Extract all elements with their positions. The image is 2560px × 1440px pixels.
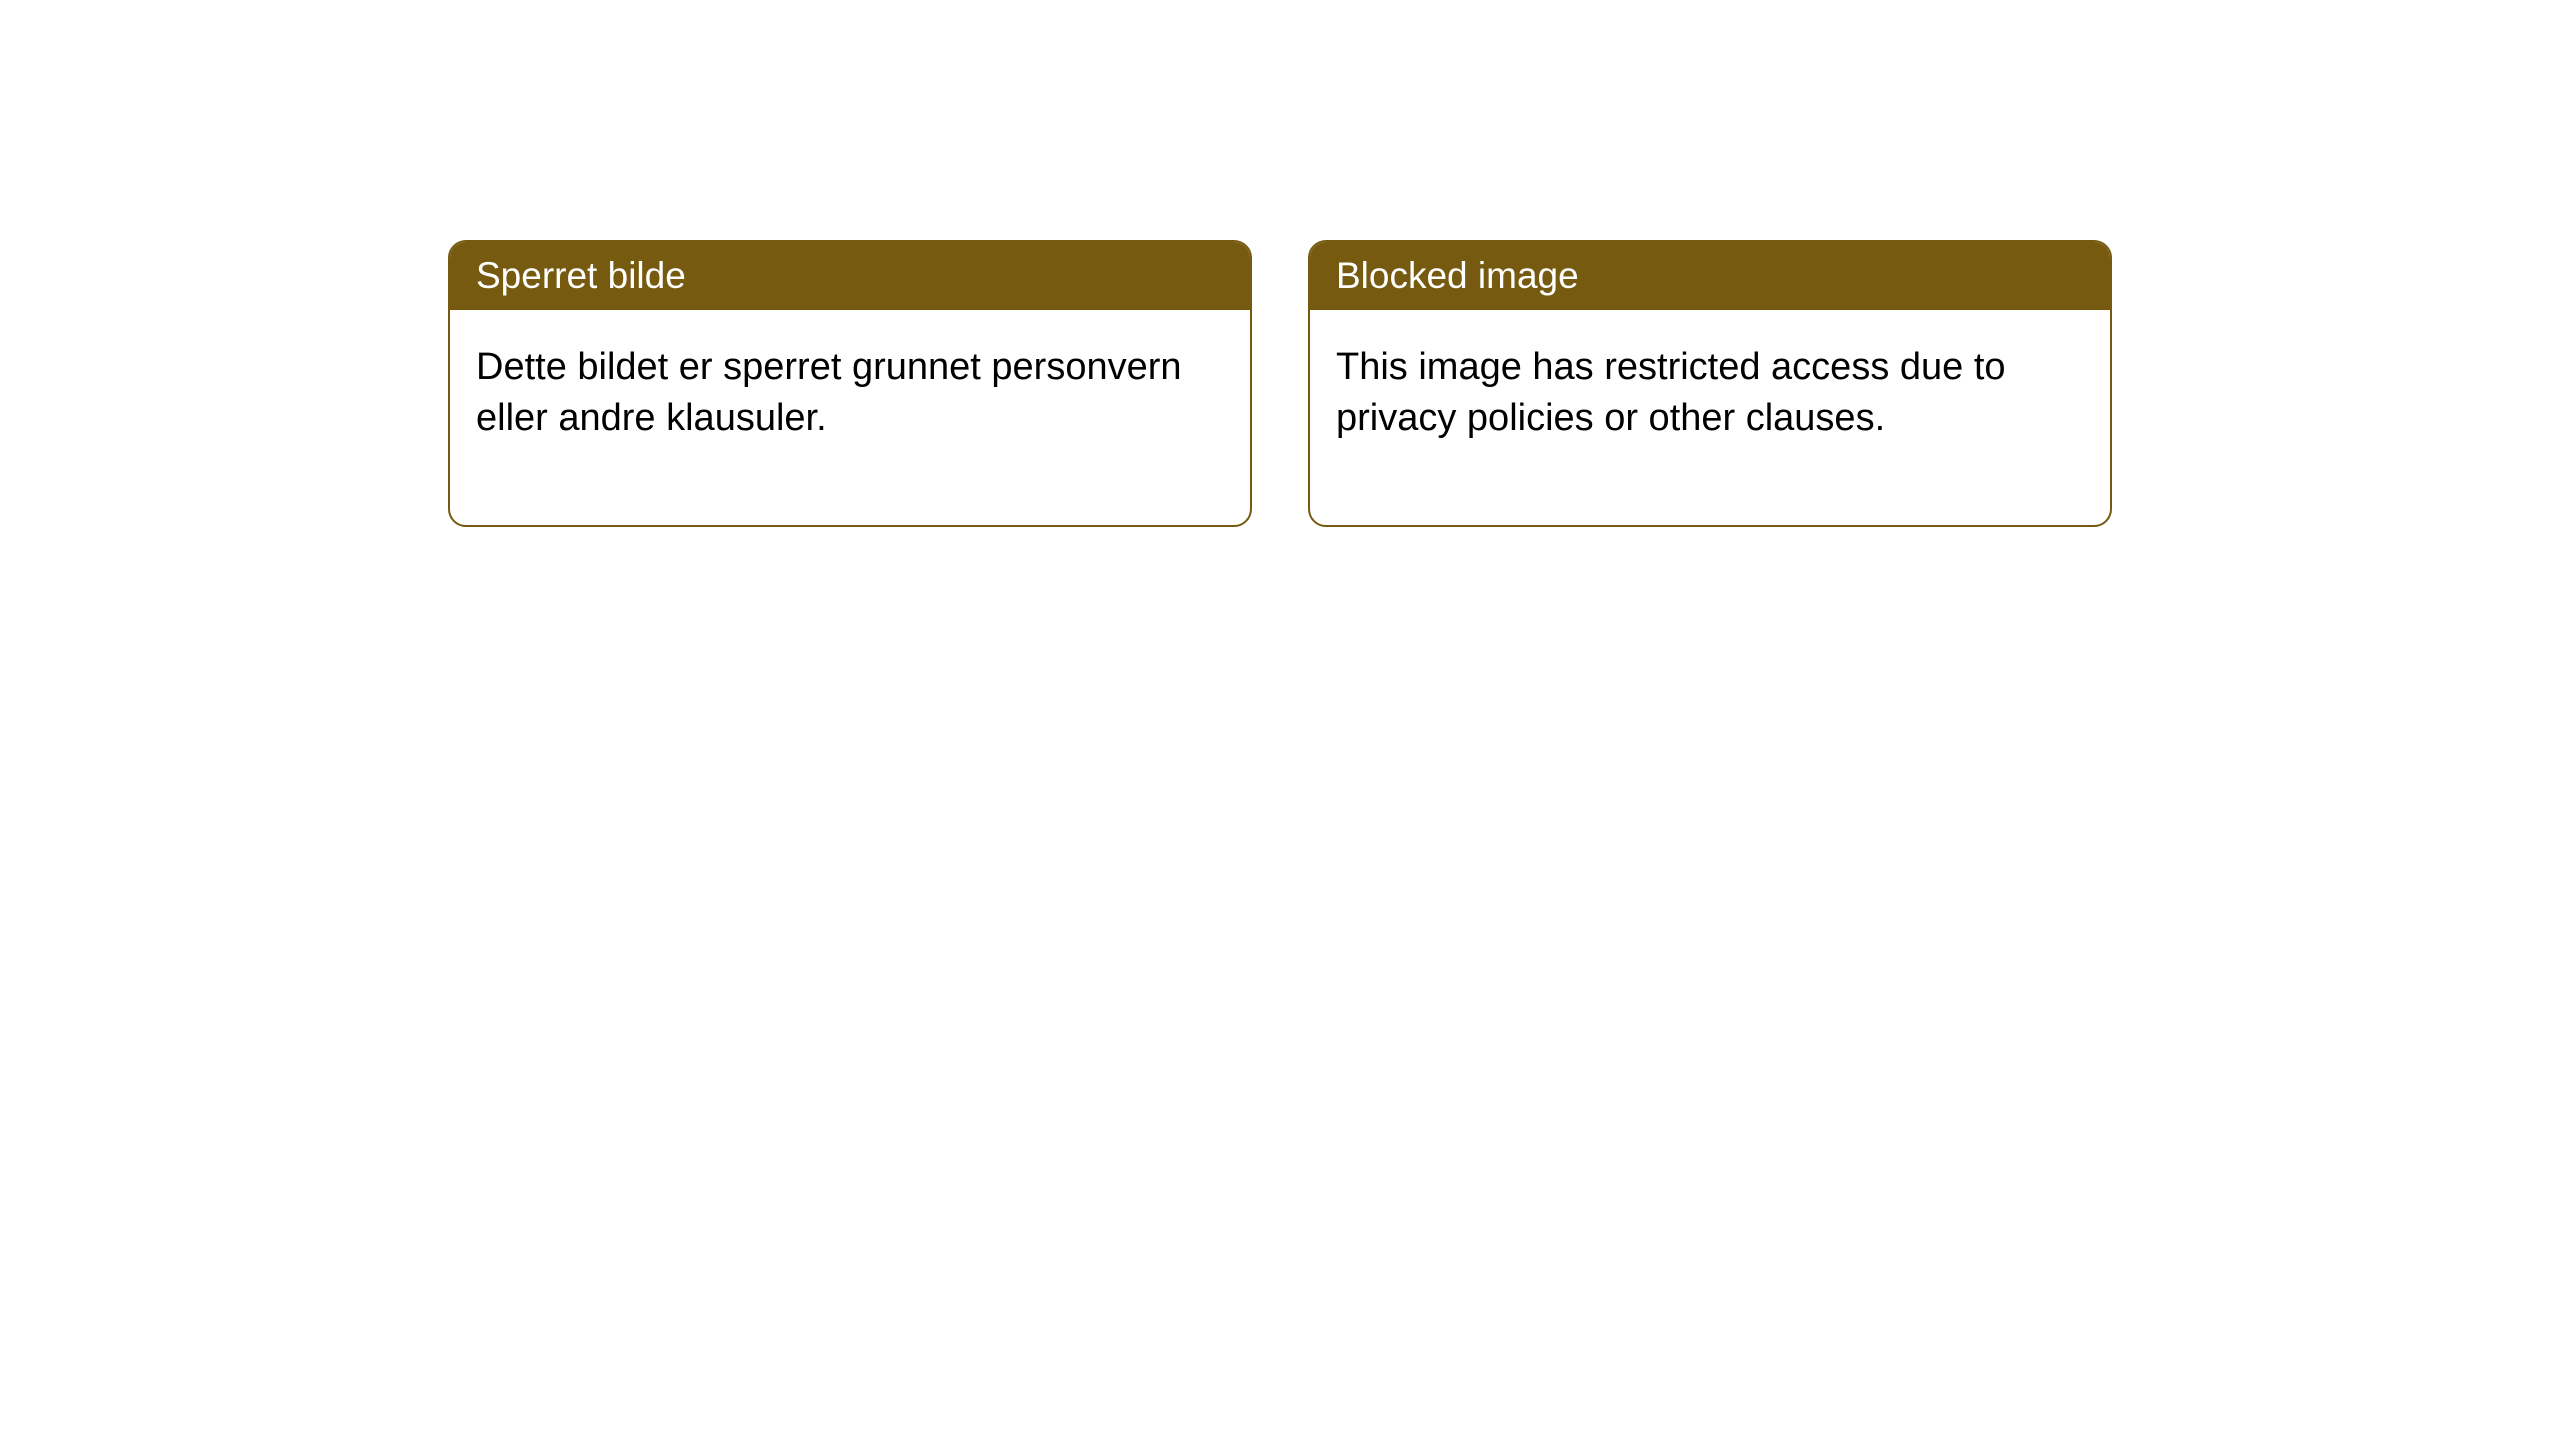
notice-container: Sperret bilde Dette bildet er sperret gr…	[0, 0, 2560, 527]
notice-box-norwegian: Sperret bilde Dette bildet er sperret gr…	[448, 240, 1252, 527]
notice-box-english: Blocked image This image has restricted …	[1308, 240, 2112, 527]
notice-body-english: This image has restricted access due to …	[1310, 310, 2110, 525]
notice-title-norwegian: Sperret bilde	[450, 242, 1250, 310]
notice-body-norwegian: Dette bildet er sperret grunnet personve…	[450, 310, 1250, 525]
notice-title-english: Blocked image	[1310, 242, 2110, 310]
